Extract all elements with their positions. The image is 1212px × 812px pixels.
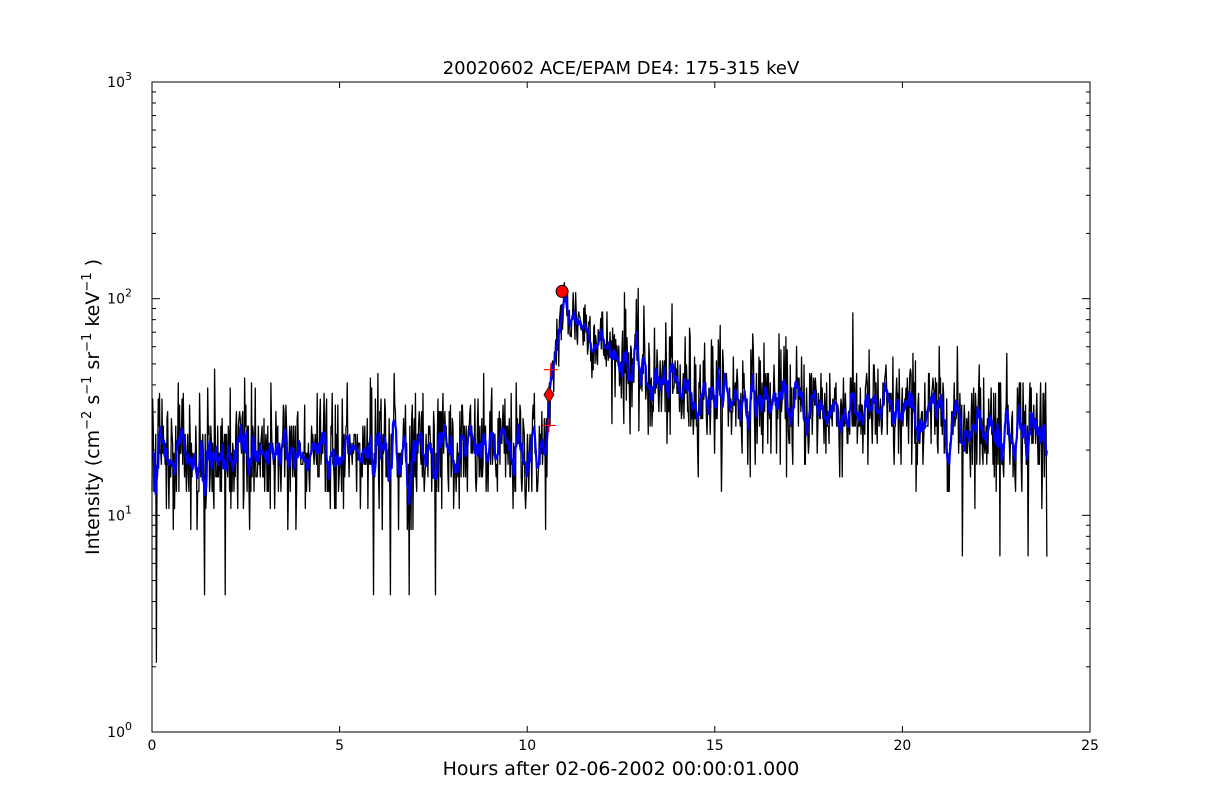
x-tick-label-1: 5 <box>335 738 344 754</box>
y-label-prefix: Intensity (cm <box>82 430 104 555</box>
x-axis-label: Hours after 02-06-2002 00:00:01.000 <box>443 758 800 780</box>
y-tick-label-3: 103 <box>107 70 132 91</box>
marker-plus-2 <box>543 362 558 377</box>
y-label-kev: keV <box>82 292 104 333</box>
x-tick-label-0: 0 <box>148 738 157 754</box>
y-tick-label-2: 102 <box>107 287 132 308</box>
plot-frame <box>151 81 1091 733</box>
y-label-exp-s: −1 <box>80 376 95 395</box>
y-axis: 100 101 102 103 <box>107 70 1090 741</box>
marker-plus-3 <box>541 418 556 433</box>
y-label-sr: sr <box>82 352 104 376</box>
y-label-exp-kev: −1 <box>80 272 95 291</box>
x-tick-label-3: 15 <box>706 738 724 754</box>
x-tick-label-2: 10 <box>518 738 536 754</box>
x-axis: 0 5 10 15 20 25 <box>148 82 1099 754</box>
x-tick-label-4: 20 <box>893 738 911 754</box>
y-tick-label-1: 101 <box>107 503 132 524</box>
y-label-s: s <box>82 395 104 411</box>
y-axis-label: Intensity (cm−2 s−1 sr−1 keV−1 ) <box>80 259 104 555</box>
y-label-exp-cm: −2 <box>80 411 95 430</box>
series-smoothed-intensity <box>151 294 1048 506</box>
chart-title: 20020602 ACE/EPAM DE4: 175-315 keV <box>443 58 800 79</box>
marker-circle-0 <box>555 284 569 298</box>
y-label-suffix: ) <box>82 259 104 272</box>
x-tick-label-5: 25 <box>1081 738 1099 754</box>
y-tick-label-0: 100 <box>107 720 132 741</box>
marker-diamond-1 <box>543 386 555 404</box>
y-label-exp-sr: −1 <box>80 333 95 352</box>
plot-series <box>151 282 1048 663</box>
plot-markers <box>541 284 569 433</box>
